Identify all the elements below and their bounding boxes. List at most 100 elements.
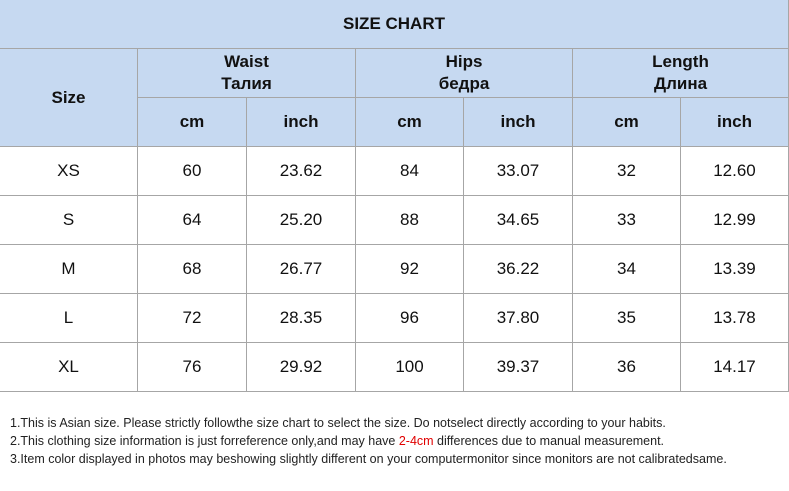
cell-text: S: [62, 210, 75, 229]
group-header: Hips бедра: [356, 49, 573, 98]
cell-text: M: [61, 259, 76, 278]
cell-text: 25.20: [279, 210, 323, 229]
table-cell: 26.77: [247, 245, 356, 294]
cell-text: L: [63, 308, 74, 327]
cell-text: 37.80: [496, 308, 540, 327]
table-cell: 12.60: [681, 147, 789, 196]
table-cell: 37.80: [464, 294, 573, 343]
table-cell: 60: [138, 147, 247, 196]
table-cell: S: [0, 196, 138, 245]
cell-text: cm: [614, 112, 639, 131]
cell-text: 36: [617, 357, 636, 376]
cell-text: Длина: [653, 74, 708, 93]
cell-text: 34.65: [496, 210, 540, 229]
table-cell: 28.35: [247, 294, 356, 343]
table-cell: 36: [573, 343, 681, 392]
unit-header: cm: [356, 98, 464, 147]
cell-text: Length: [652, 52, 709, 71]
table-cell: 92: [356, 245, 464, 294]
table-cell: 13.78: [681, 294, 789, 343]
table-cell: XS: [0, 147, 138, 196]
cell-text: 96: [400, 308, 419, 327]
table-cell: 35: [573, 294, 681, 343]
table-cell: 72: [138, 294, 247, 343]
note-text: 2.This clothing size information is just…: [10, 434, 399, 448]
cell-text: 33.07: [496, 161, 540, 180]
table-cell: 32: [573, 147, 681, 196]
cell-text: 68: [182, 259, 202, 278]
table-cell: 29.92: [247, 343, 356, 392]
unit-header: inch: [247, 98, 356, 147]
cell-text: 29.92: [279, 357, 323, 376]
note: 2.This clothing size information is just…: [10, 434, 664, 448]
cell-text: 14.17: [713, 357, 756, 376]
unit-header: cm: [138, 98, 247, 147]
cell-text: 60: [182, 161, 202, 180]
note: 1.This is Asian size. Please strictly fo…: [10, 416, 666, 430]
cell-text: 36.22: [496, 259, 540, 278]
cell-text: 84: [400, 161, 419, 180]
cell-text: 12.60: [713, 161, 756, 180]
table-cell: 12.99: [681, 196, 789, 245]
cell-text: Waist: [224, 52, 269, 71]
cell-text: 13.78: [713, 308, 756, 327]
table-cell: 84: [356, 147, 464, 196]
cell-text: 28.35: [279, 308, 323, 327]
cell-text: Hips: [445, 52, 483, 71]
cell-text: Size: [51, 87, 86, 107]
cell-text: 88: [400, 210, 419, 229]
cell-text: 72: [182, 308, 202, 327]
cell-text: 35: [617, 308, 636, 327]
title-cell: SIZE CHART: [0, 0, 789, 49]
cell-text: 33: [617, 210, 636, 229]
cell-text: бедра: [438, 74, 490, 93]
table-cell: 25.20: [247, 196, 356, 245]
table-cell: 68: [138, 245, 247, 294]
cell-text: 26.77: [279, 259, 323, 278]
cell-text: 39.37: [496, 357, 540, 376]
unit-header: inch: [681, 98, 789, 147]
table-cell: 36.22: [464, 245, 573, 294]
table-cell: 96: [356, 294, 464, 343]
group-header: Waist Талия: [138, 49, 356, 98]
table-cell: 34.65: [464, 196, 573, 245]
cell-text: 13.39: [713, 259, 756, 278]
table-cell: 64: [138, 196, 247, 245]
cell-text: 34: [617, 259, 636, 278]
table-cell: 23.62: [247, 147, 356, 196]
cell-text: cm: [397, 112, 422, 131]
cell-text: 32: [617, 161, 636, 180]
table-cell: 34: [573, 245, 681, 294]
cell-text: inch: [500, 112, 536, 131]
cell-text: 64: [182, 210, 202, 229]
cell-text: 100: [395, 357, 424, 376]
size-header: Size: [0, 49, 138, 147]
cell-text: 92: [400, 259, 419, 278]
cell-text: inch: [717, 112, 752, 131]
table-cell: 100: [356, 343, 464, 392]
unit-header: inch: [464, 98, 573, 147]
table-cell: 33: [573, 196, 681, 245]
cell-text: SIZE CHART: [343, 14, 445, 33]
cell-text: 76: [182, 357, 202, 376]
cell-text: 23.62: [279, 161, 323, 180]
table-cell: 39.37: [464, 343, 573, 392]
cell-text: 12.99: [713, 210, 756, 229]
cell-text: Талия: [221, 74, 272, 93]
note-text: 1.This is Asian size. Please strictly fo…: [10, 416, 666, 430]
table-cell: 76: [138, 343, 247, 392]
table-cell: M: [0, 245, 138, 294]
unit-header: cm: [573, 98, 681, 147]
cell-text: inch: [283, 112, 319, 131]
group-header: Length Длина: [573, 49, 789, 98]
note: 3.Item color displayed in photos may bes…: [10, 452, 727, 466]
cell-text: XS: [57, 161, 80, 180]
note-text: 3.Item color displayed in photos may bes…: [10, 452, 727, 466]
cell-text: XL: [58, 357, 79, 376]
table-cell: L: [0, 294, 138, 343]
table-cell: 88: [356, 196, 464, 245]
note-text: 2-4cm: [398, 434, 434, 448]
table-cell: 13.39: [681, 245, 789, 294]
table-cell: XL: [0, 343, 138, 392]
